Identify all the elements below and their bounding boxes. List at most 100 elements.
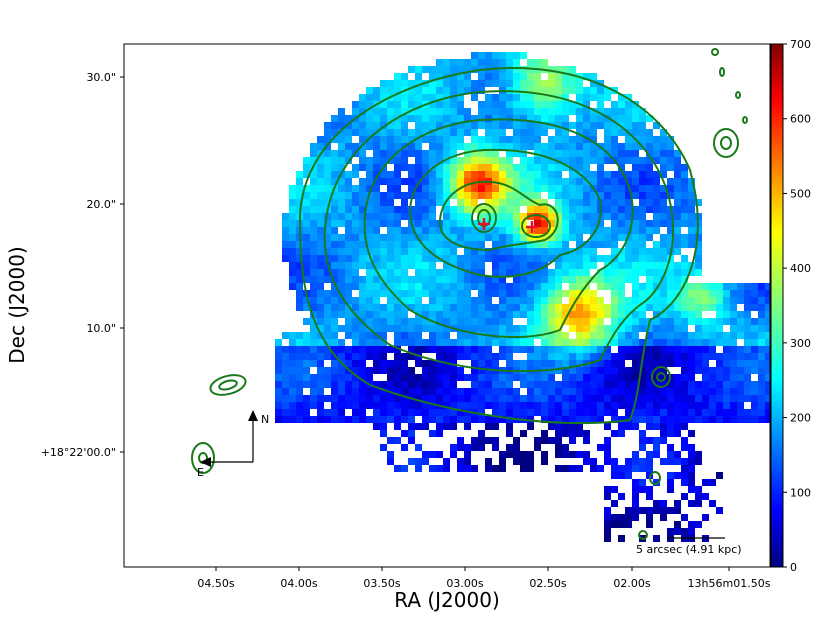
heatmap-cell [492, 143, 499, 150]
heatmap-cell [695, 346, 702, 353]
heatmap-cell [653, 283, 660, 290]
heatmap-cell [709, 297, 716, 304]
heatmap-cell [471, 339, 478, 346]
heatmap-cell [373, 304, 380, 311]
heatmap-cell [597, 87, 604, 94]
heatmap-cell [457, 59, 464, 66]
heatmap-cell [282, 374, 289, 381]
heatmap-cell [422, 276, 429, 283]
heatmap-cell [716, 332, 723, 339]
heatmap-cell [359, 311, 366, 318]
heatmap-cell [730, 311, 737, 318]
heatmap-cell [646, 395, 653, 402]
heatmap-cell [450, 423, 457, 430]
heatmap-cell [352, 227, 359, 234]
heatmap-cell [380, 304, 387, 311]
heatmap-cell [674, 150, 681, 157]
heatmap-cell [415, 94, 422, 101]
heatmap-cell [436, 318, 443, 325]
heatmap-cell [611, 136, 618, 143]
heatmap-cell [548, 80, 555, 87]
heatmap-cell [625, 108, 632, 115]
heatmap-cell [338, 290, 345, 297]
heatmap-cell [450, 311, 457, 318]
heatmap-cell [443, 367, 450, 374]
heatmap-cell [464, 353, 471, 360]
heatmap-cell [674, 192, 681, 199]
heatmap-cell [394, 192, 401, 199]
heatmap-cell [282, 367, 289, 374]
heatmap-cell [653, 451, 660, 458]
heatmap-cell [667, 346, 674, 353]
heatmap-cell [618, 332, 625, 339]
heatmap-cell [506, 192, 513, 199]
heatmap-cell [310, 192, 317, 199]
heatmap-cell [331, 409, 338, 416]
heatmap-cell [716, 507, 723, 514]
heatmap-cell [569, 395, 576, 402]
heatmap-cell [366, 143, 373, 150]
heatmap-cell [289, 241, 296, 248]
heatmap-cell [457, 262, 464, 269]
heatmap-cell [331, 157, 338, 164]
heatmap-cell [674, 500, 681, 507]
heatmap-cell [639, 346, 646, 353]
heatmap-cell [590, 346, 597, 353]
heatmap-cell [583, 87, 590, 94]
heatmap-cell [408, 115, 415, 122]
heatmap-cell [639, 465, 646, 472]
heatmap-cell [688, 444, 695, 451]
heatmap-cell [464, 73, 471, 80]
heatmap-cell [639, 297, 646, 304]
heatmap-cell [275, 346, 282, 353]
heatmap-cell [576, 325, 583, 332]
heatmap-cell [394, 395, 401, 402]
heatmap-cell [429, 311, 436, 318]
heatmap-cell [555, 381, 562, 388]
heatmap-cell [758, 353, 765, 360]
heatmap-cell [429, 269, 436, 276]
heatmap-cell [331, 220, 338, 227]
heatmap-cell [534, 262, 541, 269]
heatmap-cell [604, 94, 611, 101]
heatmap-cell [527, 192, 534, 199]
heatmap-cell [478, 311, 485, 318]
heatmap-cell [401, 416, 408, 423]
heatmap-cell [387, 87, 394, 94]
heatmap-cell [471, 241, 478, 248]
heatmap-cell [597, 269, 604, 276]
heatmap-cell [562, 395, 569, 402]
heatmap-cell [548, 115, 555, 122]
heatmap-cell [471, 150, 478, 157]
heatmap-cell [478, 367, 485, 374]
heatmap-cell [296, 304, 303, 311]
scalebar-label: 5 arcsec (4.91 kpc) [636, 543, 742, 556]
heatmap-cell [338, 311, 345, 318]
heatmap-cell [324, 276, 331, 283]
heatmap-cell [401, 122, 408, 129]
heatmap-cell [702, 479, 709, 486]
heatmap-cell [324, 227, 331, 234]
heatmap-cell [506, 423, 513, 430]
heatmap-cell [569, 409, 576, 416]
heatmap-cell [618, 416, 625, 423]
heatmap-cell [506, 94, 513, 101]
heatmap-cell [716, 283, 723, 290]
heatmap-cell [345, 150, 352, 157]
heatmap-cell [688, 283, 695, 290]
heatmap-cell [366, 290, 373, 297]
heatmap-cell [723, 353, 730, 360]
heatmap-cell [387, 402, 394, 409]
heatmap-cell [674, 339, 681, 346]
heatmap-cell [667, 269, 674, 276]
heatmap-cell [618, 521, 625, 528]
heatmap-cell [380, 269, 387, 276]
heatmap-cell [534, 171, 541, 178]
heatmap-cell [555, 108, 562, 115]
heatmap-cell [660, 325, 667, 332]
heatmap-cell [674, 374, 681, 381]
heatmap-cell [618, 192, 625, 199]
heatmap-cell [765, 297, 770, 304]
heatmap-cell [520, 122, 527, 129]
heatmap-cell [527, 374, 534, 381]
